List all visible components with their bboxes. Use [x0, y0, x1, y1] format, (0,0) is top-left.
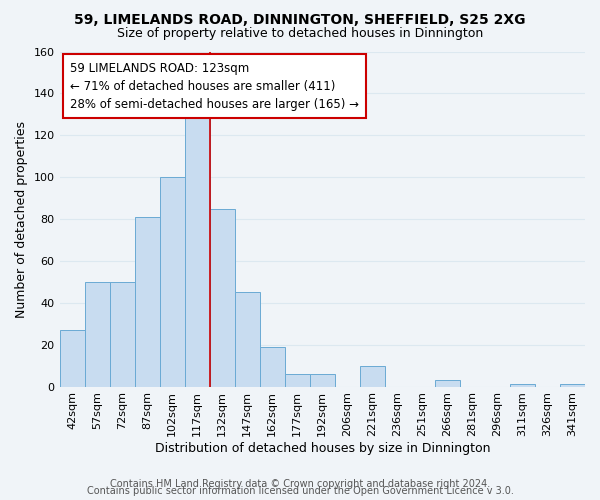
Bar: [85, 282, 110, 387]
Bar: [185, 114, 209, 386]
Text: 59, LIMELANDS ROAD, DINNINGTON, SHEFFIELD, S25 2XG: 59, LIMELANDS ROAD, DINNINGTON, SHEFFIEL…: [74, 12, 526, 26]
Bar: [285, 374, 310, 386]
Bar: [310, 374, 335, 386]
Bar: [435, 380, 460, 386]
Bar: [110, 282, 134, 387]
X-axis label: Distribution of detached houses by size in Dinnington: Distribution of detached houses by size …: [155, 442, 490, 455]
Bar: [560, 384, 585, 386]
Bar: [59, 330, 85, 386]
Bar: [134, 217, 160, 386]
Bar: [510, 384, 535, 386]
Bar: [235, 292, 260, 386]
Text: 59 LIMELANDS ROAD: 123sqm
← 71% of detached houses are smaller (411)
28% of semi: 59 LIMELANDS ROAD: 123sqm ← 71% of detac…: [70, 62, 359, 110]
Text: Size of property relative to detached houses in Dinnington: Size of property relative to detached ho…: [117, 28, 483, 40]
Bar: [360, 366, 385, 386]
Bar: [260, 347, 285, 387]
Y-axis label: Number of detached properties: Number of detached properties: [15, 120, 28, 318]
Text: Contains HM Land Registry data © Crown copyright and database right 2024.: Contains HM Land Registry data © Crown c…: [110, 479, 490, 489]
Bar: [209, 208, 235, 386]
Text: Contains public sector information licensed under the Open Government Licence v : Contains public sector information licen…: [86, 486, 514, 496]
Bar: [160, 177, 185, 386]
